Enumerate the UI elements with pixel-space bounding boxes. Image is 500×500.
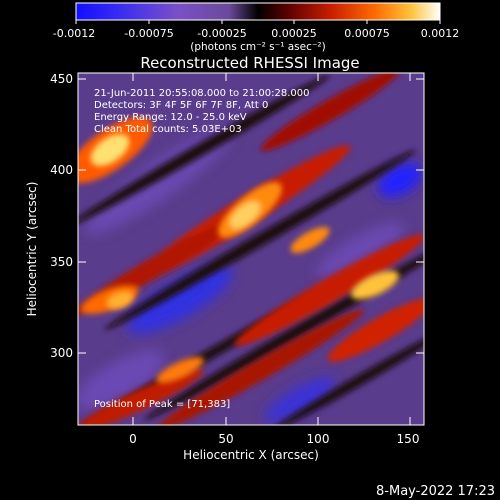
colorbar-ticks bbox=[75, 20, 441, 24]
x-tick-label: 100 bbox=[307, 432, 330, 446]
plot-axes bbox=[77, 72, 425, 426]
x-tick-label: 0 bbox=[129, 432, 137, 446]
colorbar-tick-label: 0.00025 bbox=[271, 27, 317, 40]
rhessi-image bbox=[78, 73, 424, 425]
peak-position-label: Position of Peak = [71,383] bbox=[94, 399, 230, 410]
y-tick-label: 350 bbox=[50, 255, 73, 269]
info-clean-counts: Clean Total counts: 5.03E+03 bbox=[94, 124, 242, 135]
plot-title: Reconstructed RHESSI Image bbox=[140, 54, 359, 72]
colorbar-tick-label: -0.00075 bbox=[124, 27, 173, 40]
y-axis-label: Heliocentric Y (arcsec) bbox=[25, 182, 39, 317]
info-energy-range: Energy Range: 12.0 - 25.0 keV bbox=[94, 112, 247, 123]
colorbar-tick-label: -0.00025 bbox=[197, 27, 246, 40]
y-tick-label: 300 bbox=[50, 346, 73, 360]
y-tick-label: 400 bbox=[50, 163, 73, 177]
colorbar: -0.0012 -0.00075 -0.00025 0.00025 0.0007… bbox=[53, 2, 460, 53]
x-tick-label: 150 bbox=[397, 432, 420, 446]
colorbar-tick-label: -0.0012 bbox=[53, 27, 95, 40]
x-axis-label: Heliocentric X (arcsec) bbox=[183, 448, 319, 462]
observation-info: 21-Jun-2011 20:55:08.000 to 21:00:28.000… bbox=[94, 88, 310, 135]
y-tick-label: 450 bbox=[50, 72, 73, 86]
generation-date: 8-May-2022 17:23 bbox=[376, 484, 495, 499]
colorbar-gradient bbox=[75, 2, 441, 21]
colorbar-tick-label: 0.00075 bbox=[344, 27, 390, 40]
x-tick-label: 50 bbox=[218, 432, 233, 446]
info-time-range: 21-Jun-2011 20:55:08.000 to 21:00:28.000 bbox=[94, 88, 310, 99]
info-detectors: Detectors: 3F 4F 5F 6F 7F 8F, Att 0 bbox=[94, 100, 268, 111]
colorbar-tick-label: 0.0012 bbox=[421, 27, 460, 40]
colorbar-units-label: (photons cm⁻² s⁻¹ asec⁻²) bbox=[190, 41, 325, 53]
